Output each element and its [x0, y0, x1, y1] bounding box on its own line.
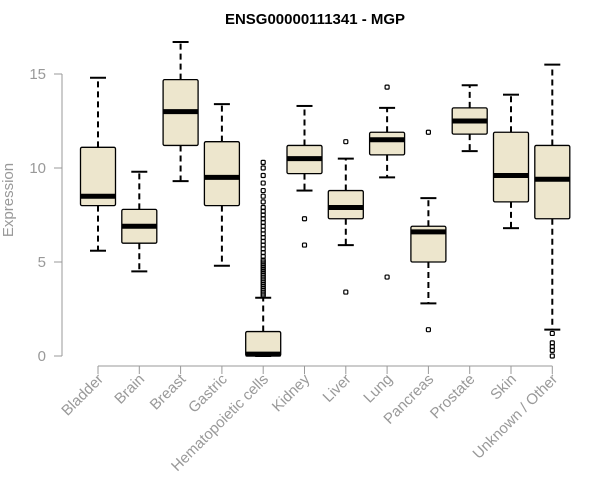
box-lung — [368, 84, 406, 280]
iqr-box — [534, 144, 571, 220]
x-tick-label: Prostate — [427, 371, 479, 423]
outlier-point — [260, 187, 266, 194]
axes: 0 5 10 15 — [29, 66, 553, 374]
outlier-point — [343, 139, 349, 145]
chart-title: ENSG00000111341 - MGP — [225, 11, 405, 28]
outlier-point — [384, 84, 390, 90]
iqr-box — [368, 131, 406, 156]
outlier-point — [425, 327, 431, 333]
y-tick-label: 15 — [29, 66, 46, 83]
outlier-point — [549, 330, 555, 337]
box-unknown-other — [534, 63, 571, 359]
box-liver — [327, 139, 364, 295]
x-tick-label: Skin — [487, 371, 520, 404]
x-tick-label: Breast — [147, 370, 190, 413]
outlier-point — [301, 242, 308, 248]
outlier-point — [260, 193, 266, 199]
outlier-point — [260, 172, 266, 179]
box-brain — [121, 170, 158, 273]
outlier-point — [260, 199, 266, 205]
iqr-box — [492, 131, 530, 203]
box-gastric — [203, 103, 241, 267]
iqr-box — [327, 189, 364, 220]
iqr-box — [410, 225, 447, 263]
box-bladder — [79, 76, 117, 252]
x-tick-label: Lung — [360, 371, 396, 407]
outlier-point — [301, 216, 308, 222]
box-pancreas — [410, 129, 447, 333]
outlier-point — [260, 180, 266, 186]
x-tick-label: Liver — [320, 371, 355, 406]
iqr-box — [79, 146, 117, 207]
outlier-point — [549, 353, 555, 359]
outlier-point — [260, 165, 266, 171]
outlier-point — [260, 159, 266, 165]
iqr-box — [203, 141, 241, 207]
box-prostate — [451, 84, 488, 153]
outlier-point — [549, 347, 555, 353]
outlier-point — [343, 289, 349, 295]
box-hematopoietic-cells — [245, 159, 282, 357]
y-tick-label: 10 — [29, 160, 46, 177]
box-breast — [162, 41, 199, 183]
x-tick-label: Kidney — [269, 370, 314, 415]
y-tick-label: 0 — [38, 348, 46, 365]
y-tick-label: 5 — [38, 254, 46, 271]
x-tick-label: Bladder — [58, 371, 107, 420]
box-skin — [492, 93, 530, 230]
outlier-point — [425, 129, 431, 135]
outlier-point — [260, 204, 266, 211]
box-kidney — [286, 104, 323, 248]
boxes-group — [79, 41, 571, 359]
x-tick-label: Brain — [111, 371, 148, 408]
outlier-point — [384, 274, 390, 280]
y-axis-label: Expression — [0, 163, 17, 237]
